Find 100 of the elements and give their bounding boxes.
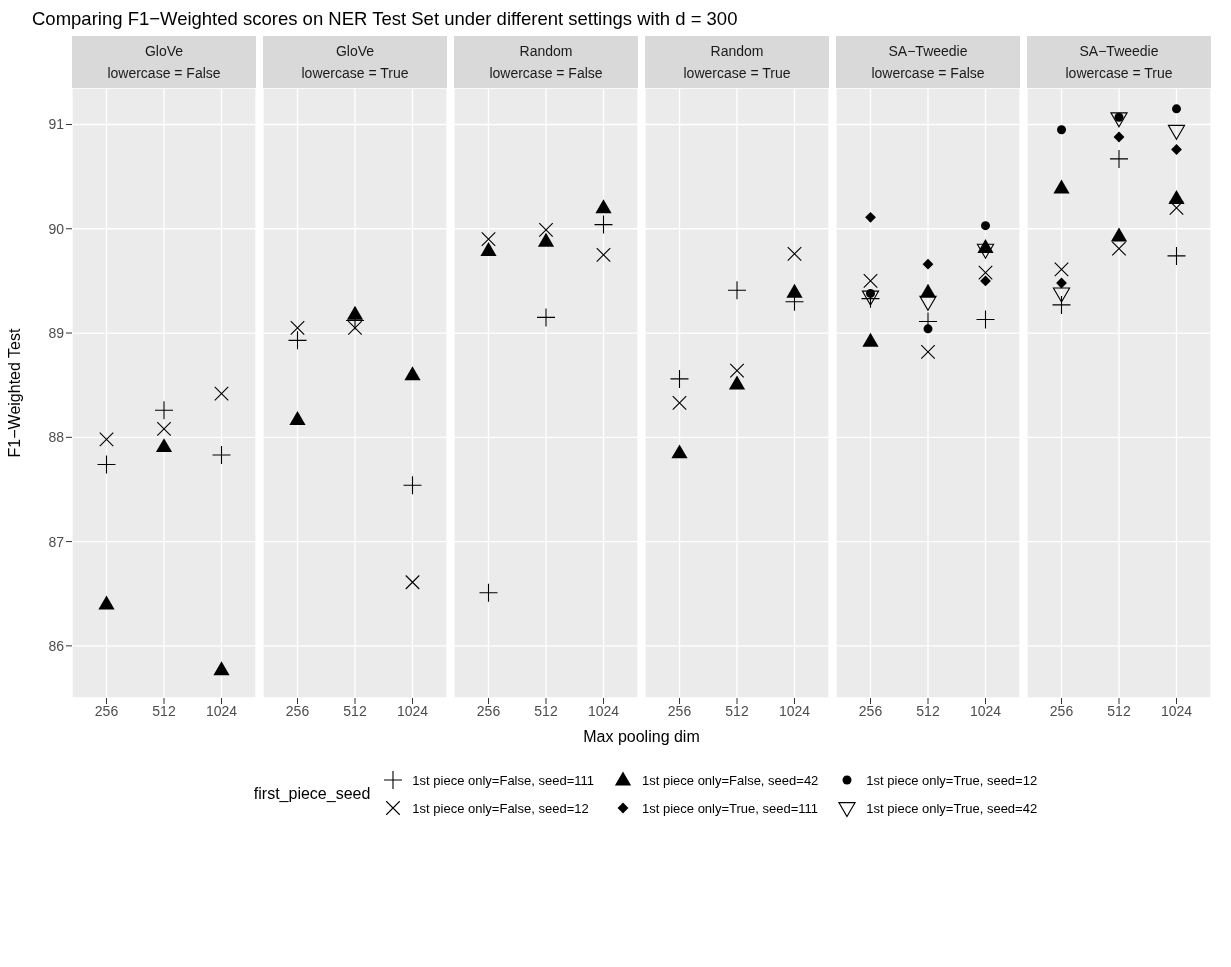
point [1109, 149, 1129, 169]
y-tick-label: 91 [48, 116, 65, 133]
point [214, 386, 229, 401]
x-tick-label: 512 [534, 702, 558, 719]
y-tick-label: 87 [48, 533, 65, 550]
point [1054, 262, 1069, 277]
point [1166, 246, 1187, 266]
x-tick-label: 1024 [587, 702, 620, 719]
point [978, 265, 993, 280]
point [289, 411, 306, 425]
point [346, 305, 364, 320]
point [920, 344, 936, 360]
point [154, 400, 174, 420]
point [596, 247, 611, 263]
point [1052, 287, 1071, 303]
point [672, 395, 687, 411]
legend-label: 1st piece only=False, seed=12 [412, 800, 589, 816]
chart-subtitle: lowercase = False [488, 64, 604, 83]
x-tick-label: 512 [343, 702, 367, 719]
legend-label: 1st piece only=False, seed=111 [412, 772, 594, 788]
y-tick-label: 88 [48, 429, 65, 446]
point [99, 432, 114, 447]
point [1057, 125, 1066, 135]
x-tick-label: 512 [725, 702, 749, 719]
y-tick-label: 86 [48, 637, 65, 654]
chart-subtitle: lowercase = True [1064, 64, 1174, 83]
point [404, 366, 421, 381]
x-tick-label: 512 [916, 702, 940, 719]
point [671, 444, 688, 459]
point [402, 475, 423, 495]
legend-label: 1st piece only=True, seed=42 [866, 800, 1038, 816]
point [1169, 200, 1184, 216]
chart-title: SA−Tweedie [1078, 42, 1160, 61]
chart-subtitle: lowercase = False [870, 64, 986, 83]
point [1167, 124, 1186, 140]
point [538, 222, 554, 238]
point [213, 661, 230, 676]
point [1110, 227, 1128, 242]
point [290, 320, 305, 336]
chart-title: Random [518, 42, 574, 61]
point [728, 375, 746, 390]
x-tick-label: 256 [858, 702, 883, 719]
point [1110, 112, 1128, 128]
point [729, 363, 745, 378]
x-tick-label: 1024 [969, 702, 1002, 719]
point [1172, 104, 1181, 114]
y-tick-label: 90 [48, 220, 65, 237]
point [786, 283, 803, 298]
point [211, 445, 232, 465]
chart-subtitle: lowercase = False [106, 64, 222, 83]
x-tick-label: 1024 [1160, 702, 1193, 719]
point [865, 211, 876, 223]
point [980, 275, 991, 287]
point [287, 330, 308, 350]
point [1111, 241, 1127, 256]
point [669, 369, 690, 389]
point [727, 280, 747, 300]
point [787, 246, 802, 262]
y-axis-title: F1−Weighted Test [5, 328, 23, 458]
x-tick-label: 1024 [778, 702, 811, 719]
point [536, 307, 556, 327]
text: Comparing F1−Weighted scores on NER Test Set under different settings with d = 300 [32, 8, 739, 30]
point [975, 309, 996, 330]
x-tick-label: 256 [1049, 702, 1074, 719]
legend-title: first_piece_seed [253, 785, 371, 803]
x-tick-label: 512 [152, 702, 176, 719]
x-tick-label: 256 [667, 702, 692, 719]
point [1053, 179, 1070, 194]
point [593, 215, 614, 235]
legend-label: 1st piece only=True, seed=12 [866, 772, 1038, 788]
point [976, 243, 995, 259]
y-tick-label: 89 [48, 325, 65, 342]
x-tick-label: 256 [476, 702, 501, 719]
point [923, 324, 933, 334]
point [919, 295, 937, 311]
x-axis-title: Max pooling dim [583, 728, 700, 745]
x-tick-label: 256 [94, 702, 119, 719]
x-tick-label: 512 [1107, 702, 1131, 719]
x-tick-label: 1024 [205, 702, 238, 719]
point [1171, 144, 1182, 155]
chart-title: Random [709, 42, 765, 61]
point [98, 595, 115, 610]
point [922, 258, 934, 270]
point [863, 273, 878, 289]
x-tick-label: 256 [285, 702, 310, 719]
chart-title: GloVe [143, 42, 185, 61]
chart-subtitle: lowercase = True [682, 64, 792, 83]
point [1051, 295, 1072, 315]
chart-title: SA−Tweedie [887, 42, 969, 61]
point [480, 242, 497, 257]
chart-subtitle: lowercase = True [300, 64, 410, 83]
point [405, 574, 420, 590]
x-tick-label: 1024 [396, 702, 429, 719]
legend-label: 1st piece only=True, seed=111 [642, 800, 819, 816]
point [155, 438, 173, 453]
point [478, 583, 499, 603]
point [981, 221, 990, 231]
point [96, 454, 117, 474]
point [481, 231, 496, 247]
chart-title: GloVe [334, 42, 376, 61]
